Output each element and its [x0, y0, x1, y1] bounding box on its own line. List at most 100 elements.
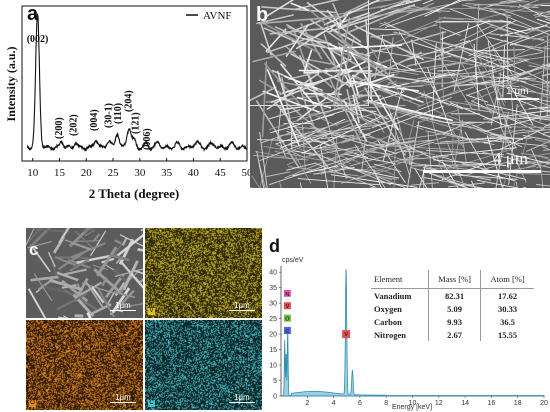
eds-cell: 17.62 [480, 288, 534, 302]
eds-th-atom: Atom [%] [480, 270, 534, 289]
sem-main-scalebar [423, 170, 541, 173]
eds-y-tick-label: 35 [269, 285, 277, 292]
eds-x-tick-label: 16 [488, 400, 496, 407]
eds-marker-v-label: V [344, 332, 348, 338]
mapping-vanadium-tile: 1μm V [145, 228, 262, 318]
mapping-o-tag: O [29, 400, 36, 407]
xrd-x-label: 2 Theta (degree) [89, 186, 180, 201]
xrd-peak-label: (004) [89, 109, 100, 131]
eds-x-ticks: 2 4 6 8 10 12 14 16 18 20 [305, 396, 548, 407]
xrd-x-tick-label: 30 [134, 167, 146, 179]
eds-composition-table: Element Mass [%] Atom [%] Vanadium 82.31… [371, 270, 534, 341]
eds-y-tick-label: 20 [269, 332, 277, 339]
xrd-peak-label: (110) [113, 103, 124, 124]
eds-marker-label: V [286, 304, 290, 310]
xrd-x-tick-label: 20 [81, 167, 93, 179]
eds-marker [283, 327, 291, 334]
eds-y-tick-label: 5 [273, 378, 277, 385]
eds-cell: 5.09 [428, 302, 481, 315]
eds-x-label: Energy [keV] [392, 404, 432, 411]
eds-y-tick-label: 0 [273, 394, 277, 401]
eds-th-mass: Mass [%] [428, 270, 481, 289]
table-row: Nitrogen 2.67 15.55 [371, 328, 534, 341]
mapping-sem-scale: 1μm [115, 301, 131, 310]
eds-cell: 30.33 [480, 302, 534, 315]
eds-spectrum-chart: 0 5 10 15 20 25 30 35 40 2 4 6 8 10 12 14 16 18 20 cps/eV… [269, 257, 548, 411]
xrd-peak-label: (002) [27, 34, 49, 45]
mapping-o-scale: 1μm [115, 393, 131, 402]
eds-mapping-grid: 1μm c 1μm V 1μm O 1μm C [26, 228, 262, 410]
eds-x-tick-label: 4 [332, 400, 336, 407]
eds-x-tick-label: 2 [305, 400, 309, 407]
xrd-peak-label: (202) [68, 114, 79, 136]
mapping-sem-tile: 1μm c [26, 228, 143, 318]
xrd-peak-label: (200) [54, 117, 65, 139]
eds-cell: 9.93 [428, 315, 481, 328]
eds-x-tick-label: 8 [384, 400, 388, 407]
xrd-peak-label: (30-1) [103, 103, 114, 128]
eds-unit-label: cps/eV [282, 257, 304, 264]
xrd-x-tick-label: 10 [27, 167, 39, 179]
table-row: Vanadium 82.31 17.62 [371, 288, 534, 302]
mapping-c-scale: 1μm [234, 393, 250, 402]
eds-cell: 36.5 [480, 315, 534, 328]
eds-marker [283, 289, 291, 297]
xrd-pattern-line [26, 13, 248, 153]
eds-x-tick-label: 20 [540, 400, 548, 407]
xrd-peak-label: (204) [124, 90, 135, 112]
eds-y-tick-label: 25 [269, 316, 277, 323]
eds-cell: 2.67 [428, 328, 481, 341]
panel-label-a: a [27, 3, 39, 25]
table-row: Carbon 9.93 36.5 [371, 315, 534, 328]
xrd-legend-text: AVNF [203, 10, 232, 22]
eds-marker-label: O [285, 317, 290, 323]
xrd-peak-labels: (002) (200) (202) (004) (30-1)(110)(204)(121… [27, 34, 153, 150]
eds-table-header: Element Mass [%] Atom [%] [371, 270, 534, 289]
xrd-x-tick-label: 40 [188, 167, 200, 179]
eds-y-ticks: 0 5 10 15 20 25 30 35 40 [269, 270, 281, 401]
eds-marker-v [342, 330, 351, 339]
xrd-x-tick-label: 15 [54, 167, 66, 179]
eds-spectrum-panel: 0 5 10 15 20 25 30 35 40 2 4 6 8 10 12 14 16 18 20 cps/eV… [262, 236, 550, 412]
panel-label-b: b [256, 4, 269, 26]
sem-main-scale-text: 4 μm [493, 149, 529, 168]
eds-th-element: Element [371, 270, 429, 289]
eds-y-tick-label: 30 [269, 301, 277, 308]
xrd-chart: 10 15 20 25 30 35 40 45 50 AVNF (002)(200) (202)(… [4, 5, 250, 201]
sem-nanofibers [250, 0, 550, 188]
eds-marker [283, 302, 291, 310]
panel-label-d: d [269, 236, 280, 256]
mapping-v-scale: 1μm [234, 301, 250, 310]
eds-cell: 82.31 [428, 288, 481, 302]
eds-x-tick-label: 18 [514, 400, 522, 407]
mapping-c-tag: C [148, 400, 155, 407]
table-row: Oxygen 5.09 30.33 [371, 302, 534, 315]
xrd-panel: 10 15 20 25 30 35 40 45 50 AVNF (002) (200) (202)(… [0, 0, 250, 210]
xrd-peak-label: (121) [131, 112, 142, 134]
mapping-v-tag: V [148, 308, 155, 315]
eds-y-tick-label: 40 [269, 270, 277, 277]
mapping-oxygen-tile: 1μm O [26, 320, 143, 410]
eds-y-tick-label: 10 [269, 363, 277, 370]
eds-marker-label: C [285, 329, 289, 335]
eds-spectrum-line [281, 269, 545, 397]
xrd-x-tick-label: 50 [242, 167, 251, 179]
eds-cell: Nitrogen [374, 329, 406, 340]
xrd-x-ticks: 10 15 20 25 30 35 40 45 50 [27, 158, 250, 179]
eds-cell: 15.55 [480, 328, 534, 341]
eds-x-tick-label: 14 [461, 400, 469, 407]
eds-marker-label: N [285, 292, 289, 298]
panel-label-c: c [29, 240, 39, 259]
mapping-carbon-tile: 1μm C [145, 320, 262, 410]
sem-inset-scale-text: 1 μm [506, 86, 529, 97]
eds-cell: Vanadium [374, 290, 412, 301]
xrd-x-tick-label: 25 [108, 167, 120, 179]
xrd-x-tick-label: 45 [215, 167, 227, 179]
sem-inset-scalebar [497, 98, 539, 100]
eds-marker [283, 314, 291, 322]
eds-y-tick-label: 15 [269, 347, 277, 354]
sem-image: 1 μm 4 μm b [250, 0, 550, 188]
xrd-frame [21, 5, 248, 162]
eds-x-tick-label: 6 [358, 400, 362, 407]
